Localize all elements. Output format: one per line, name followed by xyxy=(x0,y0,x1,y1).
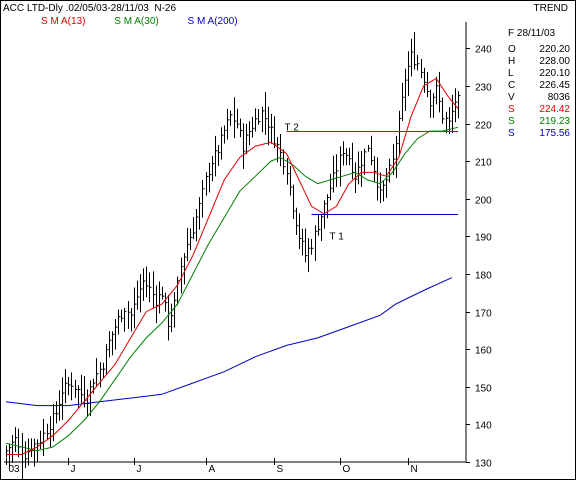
info-key: S xyxy=(508,116,515,127)
info-value: 175.56 xyxy=(539,128,570,139)
y-tick-label: 160 xyxy=(475,346,492,357)
info-key: V xyxy=(508,92,515,103)
info-key: C xyxy=(508,80,516,91)
series-code: N-26 xyxy=(154,3,177,14)
x-tick-label: J xyxy=(71,464,76,475)
y-tick-label: 150 xyxy=(475,384,492,395)
chart-title: ACC LTD-Dly .02/05/03-28/11/03 N-26 xyxy=(3,3,176,14)
info-date: F 28/11/03 xyxy=(508,28,556,39)
x-tick-label: N xyxy=(411,464,418,475)
legend-sma200: S M A(200) xyxy=(187,16,238,27)
y-tick-label: 230 xyxy=(475,83,492,94)
x-tick-label: A xyxy=(209,464,216,475)
y-tick-label: 210 xyxy=(475,158,492,169)
x-tick-label: 03 xyxy=(9,464,21,475)
info-value: 224.42 xyxy=(539,104,570,115)
trendline-label: T 2 xyxy=(285,123,300,134)
x-tick-label: O xyxy=(343,464,351,475)
x-tick-label: S xyxy=(277,464,284,475)
info-value: 8036 xyxy=(547,92,570,103)
info-key: O xyxy=(508,44,516,55)
y-tick-label: 220 xyxy=(475,121,492,132)
info-value: 228.00 xyxy=(539,56,570,67)
legend-sma13: S M A(13) xyxy=(41,16,86,27)
sma200-line xyxy=(5,277,453,407)
y-tick-label: 240 xyxy=(475,45,492,56)
y-tick-label: 190 xyxy=(475,233,492,244)
info-close: C 226.45 xyxy=(508,80,570,92)
sma13-line xyxy=(6,77,459,455)
info-panel: F 28/11/03 O 220.20 H 228.00 L 220.10 C 226.… xyxy=(508,28,570,140)
trend-label: TREND xyxy=(533,3,568,14)
trendline-label: T 1 xyxy=(329,232,344,243)
info-value: 220.20 xyxy=(539,44,570,55)
legend: S M A(13) S M A(30) S M A(200) xyxy=(41,16,264,27)
y-tick-label: 130 xyxy=(475,459,492,470)
info-key: H xyxy=(508,56,516,67)
info-value: 219.23 xyxy=(539,116,570,127)
info-sma30: S 219.23 xyxy=(508,116,570,128)
info-open: O 220.20 xyxy=(508,44,570,56)
info-low: L 220.10 xyxy=(508,68,570,80)
y-tick-label: 140 xyxy=(475,421,492,432)
sma30-line xyxy=(5,126,459,452)
info-key: S xyxy=(508,104,515,115)
info-key: L xyxy=(508,68,514,79)
y-tick-label: 200 xyxy=(475,196,492,207)
y-tick-label: 170 xyxy=(475,309,492,320)
info-value: 226.45 xyxy=(539,80,570,91)
info-value: 220.10 xyxy=(539,68,570,79)
info-volume: V 8036 xyxy=(508,92,570,104)
legend-sma30: S M A(30) xyxy=(114,16,159,27)
title-text: ACC LTD-Dly .02/05/03-28/11/03 xyxy=(3,3,149,14)
info-high: H 228.00 xyxy=(508,56,570,68)
info-key: S xyxy=(508,128,515,139)
info-sma13: S 224.42 xyxy=(508,104,570,116)
x-tick-label: J xyxy=(137,464,142,475)
info-sma200: S 175.56 xyxy=(508,128,570,140)
y-tick-label: 180 xyxy=(475,271,492,282)
